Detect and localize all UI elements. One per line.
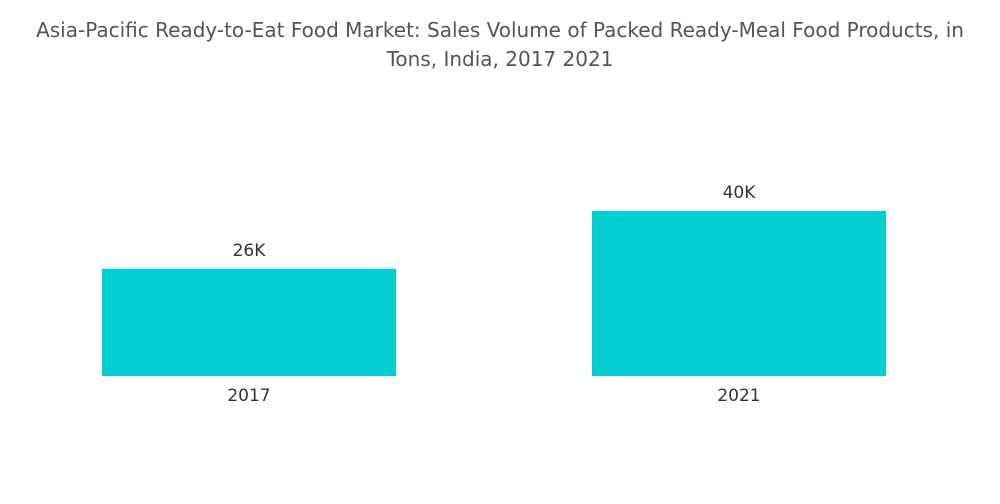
data-label: 40K — [723, 183, 757, 203]
data-label: 26K — [233, 241, 267, 261]
bar — [102, 268, 396, 376]
x-tick-label: 2017 — [227, 386, 270, 406]
bar — [592, 211, 886, 376]
x-tick-label: 2021 — [717, 386, 760, 406]
chart-title: Asia-Pacific Ready-to-Eat Food Market: S… — [36, 18, 964, 71]
